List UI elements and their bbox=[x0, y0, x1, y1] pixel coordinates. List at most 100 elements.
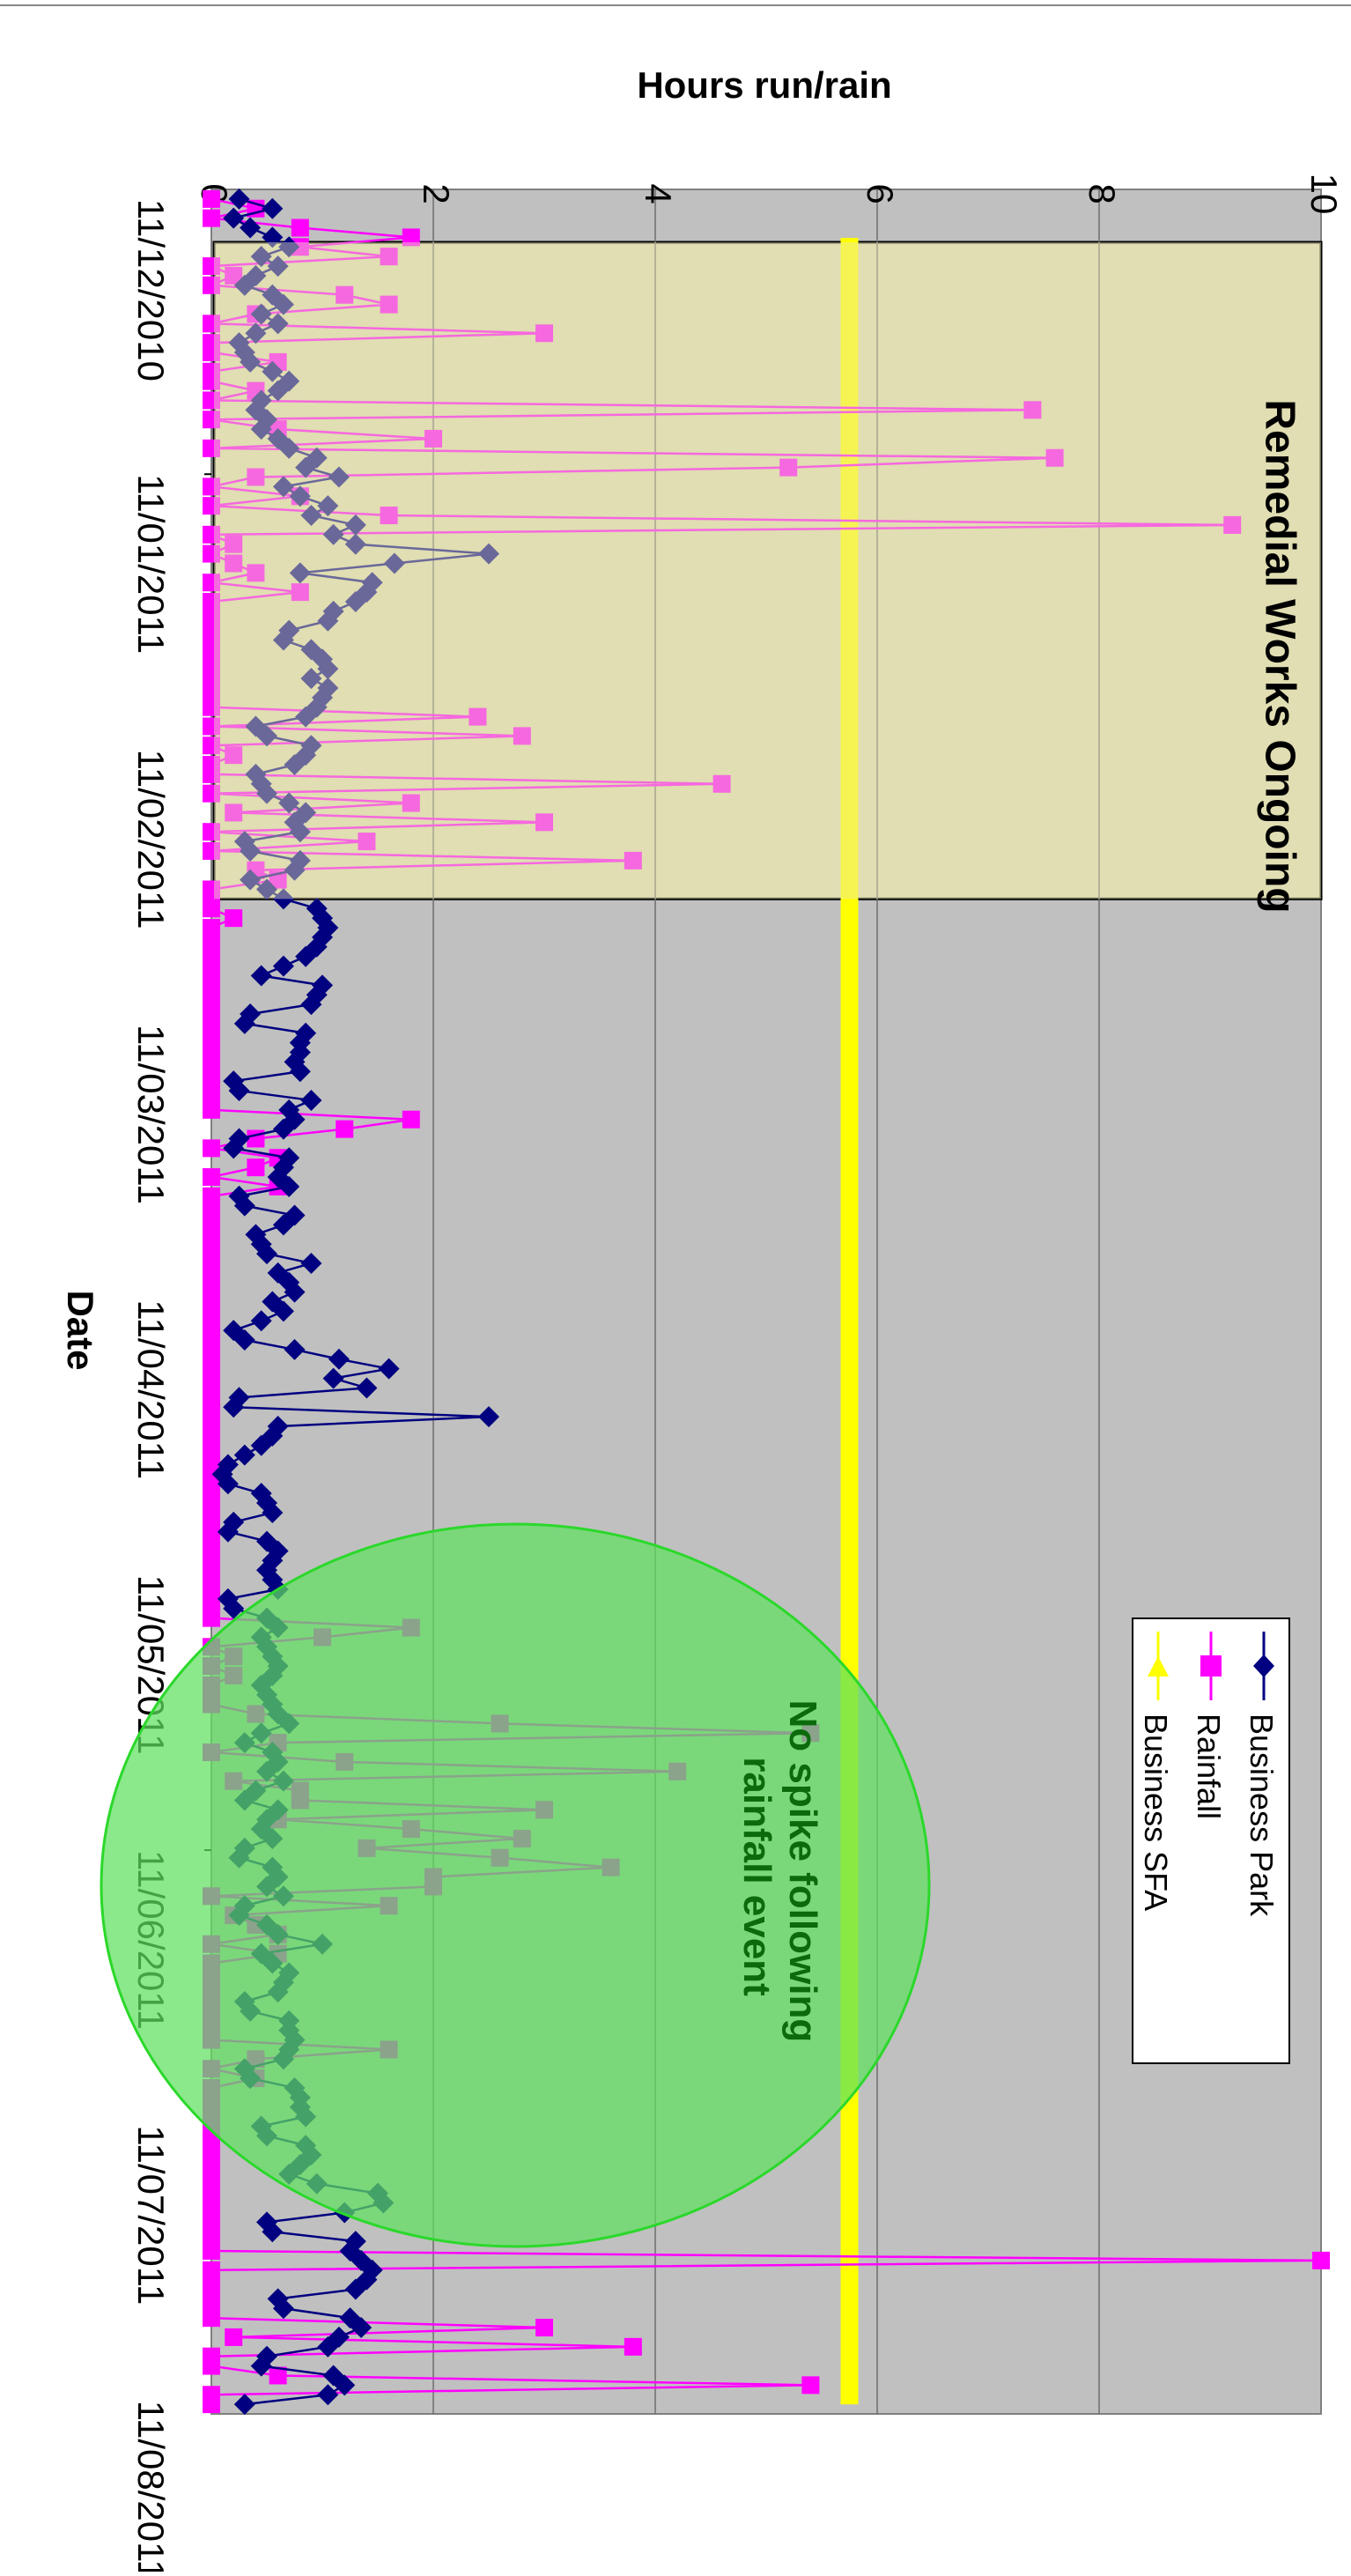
business-park-point bbox=[300, 1089, 322, 1111]
business-park-point bbox=[267, 380, 289, 402]
rainfall-point bbox=[225, 2328, 243, 2346]
business-park-point bbox=[250, 303, 272, 325]
legend-item-business-sfa: Business SFA bbox=[1138, 1632, 1174, 1911]
rainfall-point bbox=[225, 746, 243, 765]
business-park-point bbox=[240, 217, 262, 239]
business-park-point bbox=[256, 782, 277, 804]
rainfall-point bbox=[247, 564, 265, 582]
business-park-point bbox=[278, 792, 300, 814]
rainfall-point bbox=[203, 391, 220, 410]
business-park-point bbox=[328, 466, 350, 488]
y-axis-title: Hours run/rain bbox=[637, 64, 891, 106]
business-park-point bbox=[250, 1434, 272, 1456]
rainfall-point bbox=[203, 574, 220, 592]
business-park-point bbox=[317, 495, 339, 517]
rainfall-point bbox=[203, 2357, 220, 2375]
business-park-point bbox=[233, 1329, 255, 1351]
business-park-point bbox=[245, 322, 267, 344]
business-park-point bbox=[250, 246, 272, 268]
no-spike-label-line1: No spike following bbox=[781, 1700, 824, 2043]
legend-item-business-park: Business Park bbox=[1244, 1632, 1280, 1917]
business-park-point bbox=[272, 629, 294, 651]
y-tick-label: 4 bbox=[638, 183, 679, 204]
x-tick-label: 11/02/2011 bbox=[130, 750, 172, 929]
business-park-point bbox=[267, 255, 289, 278]
business-park-point bbox=[262, 360, 284, 382]
rainfall-point bbox=[203, 257, 220, 276]
rainfall-point bbox=[203, 2309, 220, 2328]
rainfall-point bbox=[203, 497, 220, 515]
business-park-point bbox=[223, 1396, 245, 1418]
business-park-point bbox=[383, 552, 405, 574]
rainfall-point bbox=[203, 841, 220, 860]
business-park-point bbox=[256, 1243, 277, 1265]
rainfall-point bbox=[203, 1139, 220, 1158]
rainfall-point bbox=[712, 774, 731, 793]
business-park-point bbox=[272, 955, 294, 977]
y-tick-label: 2 bbox=[416, 183, 457, 204]
business-park-point bbox=[317, 658, 339, 680]
rainfall-point bbox=[203, 372, 220, 390]
business-park-point bbox=[284, 1281, 306, 1303]
business-park-point bbox=[344, 514, 366, 536]
rainfall-point bbox=[291, 583, 309, 602]
rainfall-point bbox=[535, 324, 553, 343]
rainfall-point bbox=[203, 315, 220, 333]
rainfall-point bbox=[380, 507, 398, 525]
rainfall-point bbox=[424, 429, 442, 448]
business-park-point bbox=[300, 1252, 322, 1274]
business-park-point bbox=[378, 1358, 400, 1380]
rainfall-point bbox=[225, 909, 243, 928]
rainfall-point bbox=[291, 218, 309, 237]
rainfall-point bbox=[203, 477, 220, 496]
business-park-point bbox=[250, 965, 272, 987]
business-park-point bbox=[272, 2298, 294, 2320]
rainfall-point bbox=[225, 266, 243, 285]
no-spike-label: No spike following rainfall event bbox=[735, 1700, 824, 2054]
rainfall-point bbox=[203, 439, 220, 457]
business-park-point bbox=[262, 1501, 284, 1523]
legend-label-business-sfa: Business SFA bbox=[1138, 1714, 1174, 1911]
business-park-point bbox=[295, 706, 317, 728]
business-park-point bbox=[228, 1080, 250, 1102]
x-tick-label: 11/03/2011 bbox=[130, 1025, 172, 1204]
x-tick-label: 11/01/2011 bbox=[130, 474, 172, 654]
business-park-point bbox=[240, 869, 262, 891]
business-park-point bbox=[262, 2221, 284, 2243]
business-park-point bbox=[300, 668, 322, 690]
business-park-point bbox=[240, 840, 262, 862]
business-park-point bbox=[272, 1300, 294, 1322]
rainfall-point bbox=[247, 468, 265, 486]
rainfall-point bbox=[203, 784, 220, 803]
rainfall-point bbox=[624, 851, 642, 870]
business-park-point bbox=[322, 523, 344, 545]
rainfall-point bbox=[203, 717, 220, 736]
rainfall-point bbox=[203, 1168, 220, 1187]
business-park-point bbox=[328, 1348, 350, 1370]
business-park-point bbox=[262, 197, 284, 219]
rainfall-point bbox=[801, 2376, 820, 2395]
rainfall-point bbox=[203, 209, 220, 227]
rainfall-point bbox=[1045, 448, 1064, 467]
legend: Business Park Rainfall Business SFA bbox=[1132, 1617, 1290, 2064]
business-park-point bbox=[289, 1061, 311, 1083]
rainfall-point bbox=[225, 803, 243, 822]
rainfall-point bbox=[203, 411, 220, 429]
rainfall-point bbox=[402, 228, 420, 247]
rainfall-point bbox=[1023, 401, 1042, 419]
business-park-point bbox=[233, 1195, 255, 1217]
business-park-point bbox=[262, 226, 284, 248]
business-park-point bbox=[228, 188, 250, 210]
business-park-point bbox=[478, 543, 499, 565]
business-park-point bbox=[233, 1444, 255, 1466]
plot-layer: 024681011/12/201011/01/201111/02/201111/… bbox=[0, 4, 1351, 2576]
rainfall-point bbox=[203, 765, 220, 783]
x-tick-label: 11/04/2011 bbox=[130, 1299, 172, 1479]
rainfall-point bbox=[469, 707, 487, 726]
business-park-point bbox=[300, 994, 322, 1016]
rainfall-point bbox=[624, 2337, 642, 2356]
business-park-point bbox=[250, 2355, 272, 2377]
remedial-works-label: Remedial Works Ongoing bbox=[1256, 399, 1303, 913]
business-park-point bbox=[256, 878, 277, 900]
